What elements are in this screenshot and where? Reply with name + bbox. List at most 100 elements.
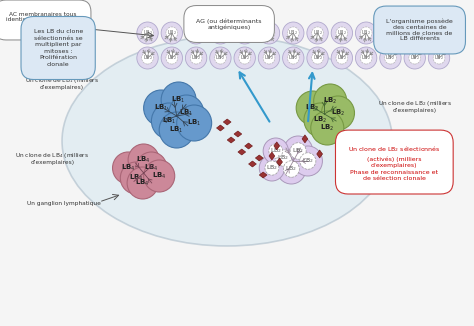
Text: LB$_4$: LB$_4$ bbox=[152, 171, 166, 181]
Circle shape bbox=[151, 103, 186, 139]
Circle shape bbox=[433, 27, 445, 39]
Circle shape bbox=[234, 22, 255, 44]
Circle shape bbox=[304, 103, 337, 137]
Circle shape bbox=[190, 27, 202, 39]
Circle shape bbox=[215, 27, 226, 39]
Text: LB$_2$: LB$_2$ bbox=[302, 156, 314, 166]
Circle shape bbox=[263, 52, 275, 64]
Circle shape bbox=[166, 52, 178, 64]
Circle shape bbox=[404, 47, 426, 69]
Circle shape bbox=[384, 52, 396, 64]
Circle shape bbox=[127, 167, 158, 199]
Polygon shape bbox=[274, 142, 280, 150]
Text: LB$_2$: LB$_2$ bbox=[167, 53, 177, 63]
Circle shape bbox=[177, 105, 212, 141]
Text: Un clone de LB$_2$ (milliers
d'exemplaires): Un clone de LB$_2$ (milliers d'exemplair… bbox=[378, 98, 452, 113]
Circle shape bbox=[356, 47, 377, 69]
Text: Les LB du clone
sélectionnés se
multiplient par
mitoses :
Prolifération
clonale: Les LB du clone sélectionnés se multipli… bbox=[34, 29, 83, 67]
Circle shape bbox=[144, 160, 175, 192]
Circle shape bbox=[137, 22, 158, 44]
Circle shape bbox=[380, 47, 401, 69]
Circle shape bbox=[356, 22, 377, 44]
Text: LB$_1$: LB$_1$ bbox=[172, 95, 186, 105]
Circle shape bbox=[360, 27, 372, 39]
Circle shape bbox=[380, 22, 401, 44]
Polygon shape bbox=[238, 149, 246, 155]
Circle shape bbox=[215, 52, 226, 64]
Circle shape bbox=[144, 90, 179, 126]
Text: LB$_4$: LB$_4$ bbox=[121, 163, 136, 173]
Circle shape bbox=[239, 52, 251, 64]
Text: Un clone de LB$_4$ (milliers
d'exemplaires): Un clone de LB$_4$ (milliers d'exemplair… bbox=[15, 151, 90, 165]
Text: LB$_2$: LB$_2$ bbox=[288, 53, 298, 63]
Circle shape bbox=[312, 27, 323, 39]
Circle shape bbox=[169, 95, 204, 131]
Circle shape bbox=[161, 82, 196, 118]
Circle shape bbox=[137, 47, 158, 69]
Text: LB$_2$: LB$_2$ bbox=[143, 29, 153, 37]
Polygon shape bbox=[223, 119, 231, 125]
Circle shape bbox=[307, 47, 328, 69]
Circle shape bbox=[120, 162, 151, 194]
Circle shape bbox=[190, 52, 202, 64]
Circle shape bbox=[275, 150, 292, 166]
Text: Un clone de LB$_2$ sélectionnés
(activés) (milliers
d'exemplaires)
Phase de reco: Un clone de LB$_2$ sélectionnés (activés… bbox=[348, 144, 441, 182]
Text: LB$_1$: LB$_1$ bbox=[179, 108, 194, 118]
Text: LB$_2$: LB$_2$ bbox=[385, 53, 395, 63]
Text: LB$_2$: LB$_2$ bbox=[323, 96, 337, 106]
Text: LB$_2$: LB$_2$ bbox=[240, 53, 250, 63]
Text: LB$_2$: LB$_2$ bbox=[191, 29, 201, 37]
Circle shape bbox=[128, 144, 159, 176]
Circle shape bbox=[360, 52, 372, 64]
Circle shape bbox=[210, 47, 231, 69]
Circle shape bbox=[296, 91, 329, 125]
Circle shape bbox=[311, 111, 344, 145]
Circle shape bbox=[384, 27, 396, 39]
Circle shape bbox=[287, 52, 299, 64]
Text: LB$_4$: LB$_4$ bbox=[128, 173, 143, 183]
Text: LB$_2$: LB$_2$ bbox=[312, 53, 322, 63]
Polygon shape bbox=[317, 150, 322, 158]
Text: LB$_1$: LB$_1$ bbox=[187, 118, 201, 128]
Text: LB$_2$: LB$_2$ bbox=[361, 53, 371, 63]
Text: LB$_2$: LB$_2$ bbox=[285, 165, 297, 173]
Circle shape bbox=[234, 47, 255, 69]
Text: AC membranaires tous
identiques pour un clone
de LB donné: AC membranaires tous identiques pour un … bbox=[6, 12, 79, 28]
Circle shape bbox=[161, 47, 182, 69]
Circle shape bbox=[161, 22, 182, 44]
Text: LB$_2$: LB$_2$ bbox=[240, 29, 250, 37]
Circle shape bbox=[307, 22, 328, 44]
Circle shape bbox=[409, 52, 420, 64]
Text: LB$_1$: LB$_1$ bbox=[154, 103, 168, 113]
Circle shape bbox=[166, 27, 178, 39]
Circle shape bbox=[433, 52, 445, 64]
Circle shape bbox=[258, 22, 280, 44]
Polygon shape bbox=[217, 125, 224, 131]
Text: LB$_2$: LB$_2$ bbox=[385, 29, 395, 37]
Polygon shape bbox=[255, 155, 263, 161]
Text: LB$_1$: LB$_1$ bbox=[162, 116, 176, 126]
Circle shape bbox=[269, 143, 298, 173]
Circle shape bbox=[263, 138, 288, 164]
Text: Un clone de LB$_1$ (milliers
d'exemplaires): Un clone de LB$_1$ (milliers d'exemplair… bbox=[25, 76, 99, 90]
Text: LB$_2$: LB$_2$ bbox=[288, 29, 298, 37]
Circle shape bbox=[321, 96, 355, 130]
Circle shape bbox=[210, 22, 231, 44]
Text: Un ganglion lymphatique: Un ganglion lymphatique bbox=[27, 201, 101, 206]
Text: LB$_2$: LB$_2$ bbox=[410, 53, 419, 63]
Text: LB$_2$: LB$_2$ bbox=[331, 108, 345, 118]
Text: LB$_2$: LB$_2$ bbox=[320, 123, 335, 133]
Text: LB$_4$: LB$_4$ bbox=[144, 163, 159, 173]
Text: L'organisme possède
des centaines de
millions de clones de
LB différents: L'organisme possède des centaines de mil… bbox=[386, 19, 453, 41]
Circle shape bbox=[283, 47, 304, 69]
Circle shape bbox=[283, 22, 304, 44]
Polygon shape bbox=[269, 152, 275, 160]
Text: LB$_2$: LB$_2$ bbox=[313, 115, 328, 125]
Text: LB$_2$: LB$_2$ bbox=[312, 29, 322, 37]
Circle shape bbox=[142, 27, 154, 39]
Circle shape bbox=[331, 22, 353, 44]
Text: LB$_2$: LB$_2$ bbox=[337, 29, 347, 37]
Circle shape bbox=[428, 47, 450, 69]
Circle shape bbox=[409, 27, 420, 39]
Text: LB$_2$: LB$_2$ bbox=[270, 147, 282, 156]
